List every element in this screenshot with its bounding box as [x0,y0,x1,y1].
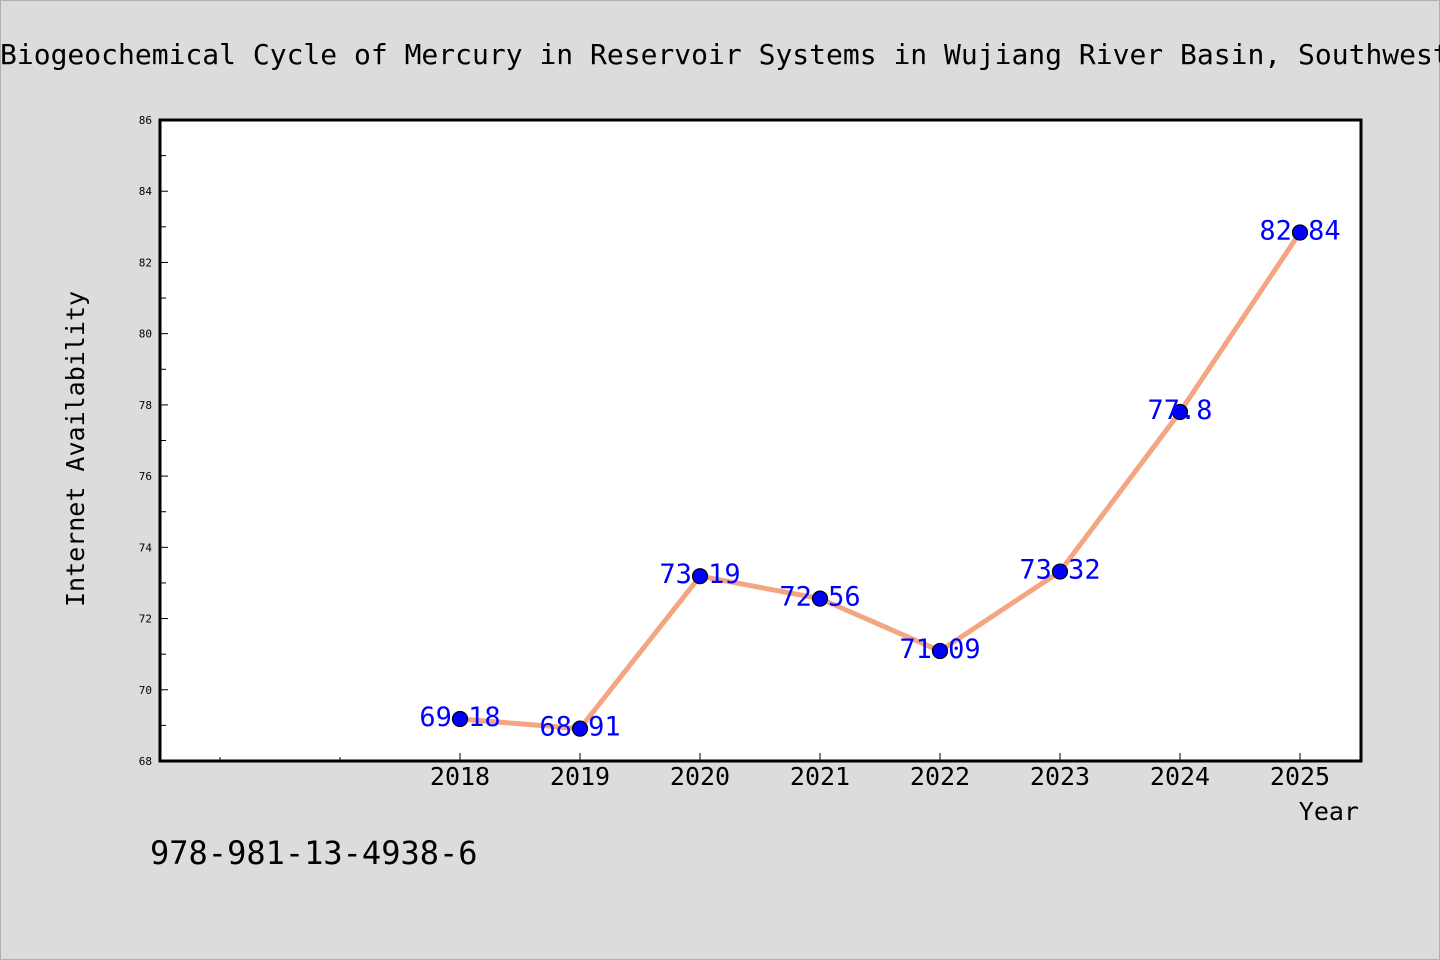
x-tick-label: 2025 [1270,762,1330,791]
y-tick-label: 74 [139,541,153,554]
data-point [691,568,709,585]
x-tick-label: 2021 [790,762,850,791]
data-label: 77.8 [1147,395,1212,426]
chart-title: Biogeochemical Cycle of Mercury in Reser… [0,38,1440,71]
data-point [1291,224,1309,241]
y-axis: 68 70 72 74 76 78 80 82 84 86 [139,114,168,768]
y-tick-label: 68 [139,755,152,768]
data-point [931,642,949,660]
x-axis: 2018 2019 2020 2021 2022 2023 2024 2025 [219,753,1330,791]
y-tick-label: 72 [139,613,152,626]
x-tick-label: 2018 [430,762,490,791]
data-label: 69.18 [419,702,500,733]
data-point [1051,563,1069,580]
data-label: 73.32 [1019,555,1100,586]
x-tick-label: 2022 [910,762,970,791]
y-tick-label: 86 [139,114,152,127]
y-tick-label: 78 [139,399,152,412]
data-labels: 69.18 68.91 73.19 72.56 71.09 73.32 77.8 82.84 [419,216,1340,743]
data-point [811,590,829,607]
data-label: 68.91 [539,712,620,743]
y-axis-label: Internet Availability [61,291,90,607]
x-tick-label: 2019 [550,762,610,791]
data-label: 82.84 [1259,216,1340,247]
data-point [1171,403,1189,421]
x-tick-label: 2024 [1150,762,1210,791]
footer-text: 978-981-13-4938-6 [150,834,478,872]
y-tick-label: 76 [139,470,152,483]
y-tick-label: 84 [139,185,153,198]
series-line [457,230,1303,732]
data-label: 72.56 [779,582,860,613]
y-tick-label: 80 [139,328,152,341]
x-tick-label: 2020 [670,762,730,791]
data-label: 73.19 [659,559,740,590]
data-point [451,710,469,728]
data-points [451,224,1309,737]
data-point [571,720,589,737]
y-tick-label: 70 [139,684,152,697]
y-tick-label: 82 [139,256,152,269]
x-tick-label: 2023 [1030,762,1090,791]
plot-area [158,118,1363,763]
data-label: 71.09 [899,634,980,665]
x-axis-label: Year [1299,797,1359,826]
